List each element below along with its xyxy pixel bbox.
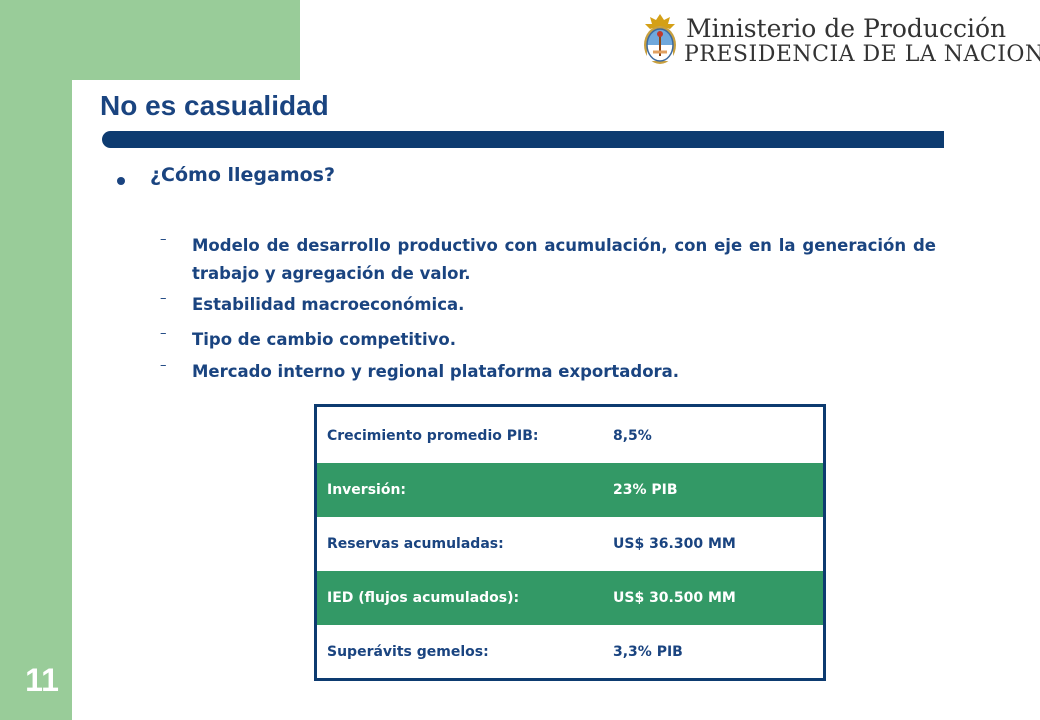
coat-of-arms-icon bbox=[644, 14, 676, 64]
sub-bullet-text: Tipo de cambio competitivo. bbox=[192, 330, 456, 349]
row-label: IED (flujos acumulados): bbox=[327, 590, 520, 606]
presidency-name: PRESIDENCIA DE LA NACION bbox=[684, 42, 1040, 67]
top-decorative-bar bbox=[72, 0, 300, 80]
row-label: Reservas acumuladas: bbox=[327, 536, 504, 552]
sub-bullet-text: Mercado interno y regional plataforma ex… bbox=[192, 362, 680, 381]
row-value: US$ 36.300 MM bbox=[613, 536, 736, 552]
row-value: 3,3% PIB bbox=[613, 644, 683, 660]
dash-icon: – bbox=[160, 232, 167, 247]
sub-bullet-text: Estabilidad macroeconómica. bbox=[192, 295, 465, 314]
table-row: Crecimiento promedio PIB: 8,5% bbox=[317, 409, 823, 463]
dash-icon: – bbox=[160, 291, 167, 306]
row-label: Superávits gemelos: bbox=[327, 644, 489, 660]
table-row: Superávits gemelos: 3,3% PIB bbox=[317, 625, 823, 679]
slide-title: No es casualidad bbox=[100, 90, 329, 121]
title-underline-bar bbox=[102, 131, 944, 148]
dash-icon: – bbox=[160, 358, 167, 373]
table-row: Inversión: 23% PIB bbox=[317, 463, 823, 517]
row-value: 23% PIB bbox=[613, 482, 678, 498]
row-label: Crecimiento promedio PIB: bbox=[327, 428, 539, 444]
left-decorative-bar bbox=[0, 0, 72, 720]
row-value: US$ 30.500 MM bbox=[613, 590, 736, 606]
table-row: Reservas acumuladas: US$ 36.300 MM bbox=[317, 517, 823, 571]
ministry-name: Ministerio de Producción bbox=[686, 14, 1007, 43]
bullet-heading: ¿Cómo llegamos? bbox=[150, 164, 335, 186]
table-row: IED (flujos acumulados): US$ 30.500 MM bbox=[317, 571, 823, 625]
economic-indicators-table: Crecimiento promedio PIB: 8,5% Inversión… bbox=[314, 404, 826, 681]
dash-icon: – bbox=[160, 326, 167, 341]
page-number: 11 bbox=[25, 662, 59, 698]
row-label: Inversión: bbox=[327, 482, 407, 498]
sub-bullet-text: Modelo de desarrollo productivo con acum… bbox=[192, 236, 936, 283]
row-value: 8,5% bbox=[613, 428, 652, 444]
ministry-logo: Ministerio de Producción PRESIDENCIA DE … bbox=[640, 12, 1040, 70]
bullet-dot-icon bbox=[117, 177, 125, 185]
